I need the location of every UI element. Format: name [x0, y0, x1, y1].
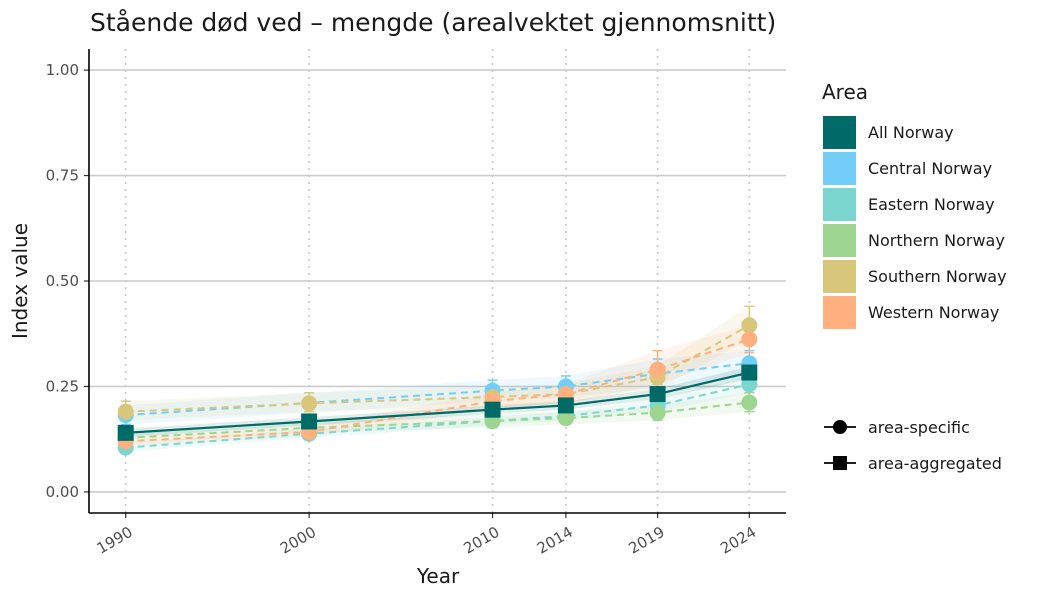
- legend-swatch-eastern-norway: [823, 188, 856, 221]
- y-tick-label: 1.00: [46, 61, 79, 79]
- legend-label-central-norway: Central Norway: [868, 159, 992, 178]
- x-tick-label: 2014: [534, 523, 576, 558]
- x-tick-label: 2010: [460, 523, 502, 558]
- point-all-norway: [117, 424, 134, 441]
- point-southern-norway: [301, 395, 318, 412]
- line-western-norway: [125, 338, 750, 443]
- line-layer: [125, 324, 750, 449]
- plot-area: 0.00 0.25 0.50 0.75 1.00 1990 2000 2010 2014 2019…: [46, 49, 786, 558]
- shape-legend-square: [833, 456, 847, 470]
- legend-swatch-all-norway: [823, 116, 856, 149]
- y-axis-title: Index value: [8, 223, 32, 339]
- y-tick-label: 0.50: [46, 272, 79, 290]
- legend-swatch-northern-norway: [823, 224, 856, 257]
- legend-swatch-western-norway: [823, 296, 856, 329]
- chart-title: Stående død ved – mengde (arealvektet gj…: [90, 8, 776, 37]
- line-central-norway: [125, 362, 750, 417]
- x-axis-title: Year: [416, 564, 460, 588]
- legend-swatch-central-norway: [823, 152, 856, 185]
- x-tick-label: 2024: [717, 523, 759, 558]
- line-all-norway: [125, 371, 750, 434]
- point-northern-norway: [741, 394, 758, 411]
- ribbon-all-norway: [125, 366, 750, 438]
- y-tick-label: 0.75: [46, 167, 79, 185]
- x-tick-label: 2019: [626, 523, 668, 558]
- legend-swatch-southern-norway: [823, 260, 856, 293]
- point-all-norway: [741, 364, 758, 381]
- ribbon-northern-norway: [125, 392, 750, 444]
- point-all-norway: [301, 413, 318, 430]
- legend: Area All Norway Central Norway Eastern Nor…: [822, 80, 1007, 473]
- point-northern-norway: [557, 410, 574, 427]
- point-northern-norway: [649, 404, 666, 421]
- shape-legend-label: area-specific: [868, 418, 970, 437]
- legend-label-northern-norway: Northern Norway: [868, 231, 1005, 250]
- legend-label-western-norway: Western Norway: [868, 303, 999, 322]
- grid-layer: [89, 49, 786, 513]
- point-southern-norway: [741, 317, 758, 334]
- ribbon-central-norway: [125, 350, 750, 425]
- y-tick-label: 0.25: [46, 377, 79, 395]
- point-southern-norway: [117, 403, 134, 420]
- legend-label-eastern-norway: Eastern Norway: [868, 195, 995, 214]
- legend-title: Area: [822, 80, 868, 104]
- axis-layer: 0.00 0.25 0.50 0.75 1.00 1990 2000 2010 2014 2019…: [46, 49, 786, 558]
- point-western-norway: [741, 331, 758, 348]
- shape-legend-label: area-aggregated: [868, 454, 1002, 473]
- point-layer: [117, 317, 758, 456]
- legend-label-all-norway: All Norway: [868, 123, 954, 142]
- shape-legend-items: area-specific area-aggregated: [824, 418, 1002, 473]
- point-all-norway: [557, 397, 574, 414]
- shape-legend-circle: [833, 420, 847, 434]
- point-western-norway: [649, 361, 666, 378]
- x-tick-label: 1990: [94, 523, 136, 558]
- ribbon-southern-norway: [125, 306, 750, 421]
- y-tick-label: 0.00: [46, 483, 79, 501]
- point-all-norway: [484, 401, 501, 418]
- point-all-norway: [649, 386, 666, 403]
- x-tick-label: 2000: [277, 523, 319, 558]
- legend-label-southern-norway: Southern Norway: [868, 267, 1007, 286]
- legend-items: All Norway Central Norway Eastern Norway No…: [823, 116, 1007, 329]
